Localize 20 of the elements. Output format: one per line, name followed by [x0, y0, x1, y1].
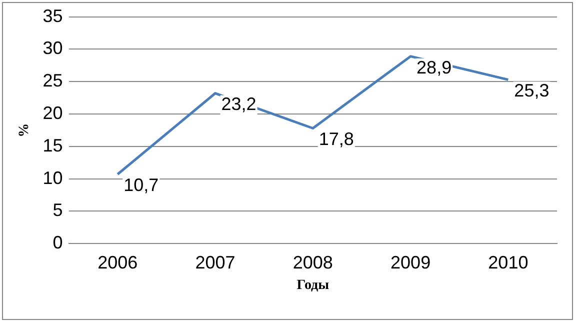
x-axis-title: Годы [296, 278, 330, 294]
x-tick-label: 2006 [98, 252, 138, 272]
data-label: 10,7 [124, 175, 159, 196]
data-label: 23,2 [221, 94, 256, 114]
y-tick-label: 25 [42, 70, 63, 91]
y-tick-label: 0 [52, 232, 63, 253]
data-label: 28,9 [416, 57, 452, 78]
y-tick-label: 30 [42, 38, 63, 58]
y-tick-label: 35 [42, 6, 63, 26]
y-tick-label: 20 [42, 102, 63, 123]
y-tick-label: 10 [42, 168, 63, 188]
x-tick-label: 2010 [488, 252, 528, 272]
data-label: 17,8 [318, 129, 354, 150]
x-tick-label: 2007 [195, 252, 236, 272]
y-tick-label: 15 [42, 135, 63, 156]
data-label: 25,3 [514, 80, 550, 101]
y-axis-title: % [17, 123, 32, 138]
x-tick-label: 2009 [390, 252, 431, 272]
x-tick-label: 2008 [292, 252, 333, 272]
y-tick-label: 5 [52, 200, 63, 220]
